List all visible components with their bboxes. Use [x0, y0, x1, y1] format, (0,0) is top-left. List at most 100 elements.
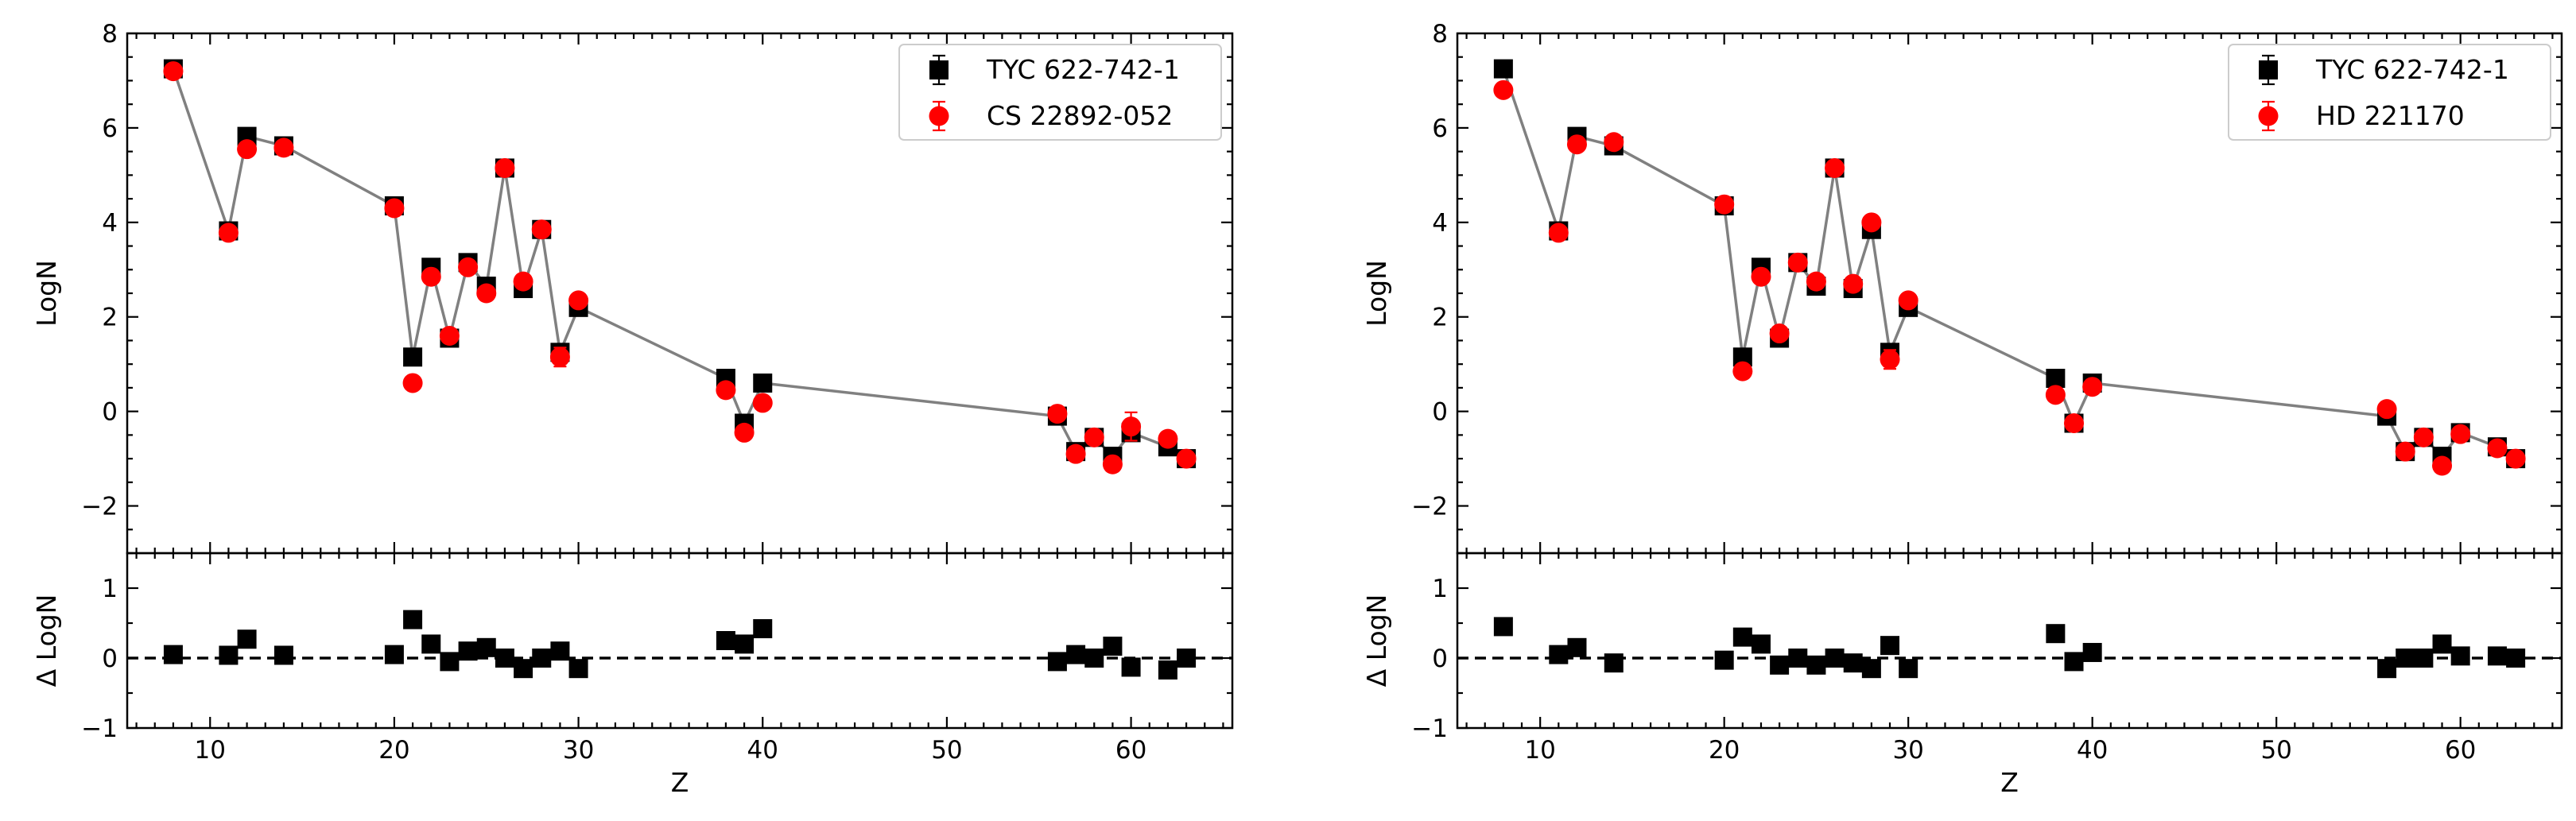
series-comparison — [163, 61, 1197, 474]
delta-point — [403, 610, 423, 629]
panel-left: 10 20 30 40 50 60 −2 0 2 4 6 8 −1 0 1 Z LogN Δ LogN TYC 62… — [31, 20, 1234, 798]
delta-point — [1899, 659, 1918, 679]
y-tick-label-bottom: 0 — [1432, 645, 1448, 673]
delta-point — [2450, 646, 2470, 666]
data-point-circle — [2376, 399, 2397, 420]
legend: TYC 622-742-1 HD 221170 — [2228, 44, 2551, 141]
delta-point — [2487, 646, 2507, 666]
data-point-circle — [1102, 454, 1123, 474]
x-tick-label: 10 — [1524, 736, 1555, 765]
delta-point — [440, 652, 460, 672]
series-comparison — [1493, 79, 2526, 476]
delta-point — [1177, 649, 1197, 668]
data-point-circle — [513, 271, 533, 292]
y-tick-label-top: 6 — [1432, 114, 1448, 143]
data-point-circle — [1732, 361, 1753, 381]
delta-point — [568, 659, 588, 679]
x-axis-label: Z — [2000, 767, 2019, 798]
x-tick-label: 60 — [1115, 736, 1146, 765]
y-tick-label-bottom: −1 — [81, 715, 118, 743]
delta-point — [1825, 649, 1845, 668]
legend-label: CS 22892-052 — [987, 100, 1173, 131]
data-point-circle — [458, 257, 479, 277]
delta-point — [1493, 617, 1513, 637]
data-point-circle — [2045, 385, 2066, 405]
y-tick-label-top: 2 — [1432, 304, 1448, 332]
delta-point — [1788, 649, 1808, 668]
delta-point — [716, 631, 735, 650]
data-point-circle — [495, 157, 515, 178]
x-axis-label: Z — [671, 767, 689, 798]
data-point-circle — [1787, 252, 1808, 273]
data-point-circle — [1121, 416, 1142, 437]
delta-point — [476, 637, 496, 657]
y-tick-label-top: 4 — [102, 209, 118, 238]
legend-box — [898, 44, 1222, 141]
delta-point — [1732, 627, 1752, 647]
delta-point — [1066, 645, 1086, 664]
legend-label: HD 221170 — [2316, 100, 2465, 131]
data-point-circle — [218, 223, 239, 243]
data-point-circle — [1065, 443, 1086, 464]
data-point-circle — [384, 198, 405, 219]
data-point-circle — [439, 326, 460, 347]
delta-point — [219, 645, 239, 665]
delta-point — [1549, 645, 1569, 664]
y-axis-label-top: LogN — [31, 260, 62, 327]
delta-point — [1843, 653, 1863, 673]
y-tick-label-top: −2 — [81, 493, 118, 521]
data-point-circle — [549, 347, 570, 367]
data-point-circle — [752, 393, 773, 413]
y-axis-label-top: LogN — [1361, 260, 1392, 327]
delta-point — [1103, 637, 1123, 656]
delta-point — [2396, 649, 2415, 668]
delta-point — [1770, 655, 1790, 675]
legend-marker-square — [2259, 60, 2278, 79]
delta-point — [1751, 634, 1771, 654]
delta-point — [1121, 657, 1141, 677]
panel-right: 10 20 30 40 50 60 −2 0 2 4 6 8 −1 0 1 Z LogN Δ LogN TYC 62… — [1361, 20, 2563, 798]
data-point-circle — [531, 219, 552, 240]
y-axis-label-bottom: Δ LogN — [31, 594, 62, 687]
delta-point — [1084, 649, 1104, 668]
x-tick-label: 20 — [378, 736, 409, 765]
data-point-square — [403, 347, 423, 367]
data-point-square — [753, 373, 773, 393]
delta-point — [2046, 624, 2066, 644]
x-tick-label: 40 — [747, 736, 778, 765]
data-point-circle — [2505, 448, 2526, 469]
delta-point — [735, 634, 755, 654]
data-point-circle — [1861, 212, 1882, 233]
legend-marker-square — [929, 60, 949, 79]
data-point-circle — [2487, 438, 2508, 459]
delta-point — [1861, 659, 1881, 679]
data-point-circle — [568, 290, 589, 311]
legend-marker-circle — [929, 106, 949, 126]
legend-label: TYC 622-742-1 — [986, 54, 1180, 85]
data-point-circle — [163, 61, 184, 82]
delta-point — [163, 645, 183, 664]
delta-point — [2506, 649, 2526, 668]
delta-point — [1806, 655, 1826, 675]
delta-point — [1714, 650, 1734, 670]
y-tick-label-top: 0 — [1432, 398, 1448, 427]
x-tick-label: 20 — [1709, 736, 1740, 765]
data-point-circle — [1751, 266, 1771, 287]
delta-point — [532, 649, 552, 668]
delta-point — [1047, 652, 1067, 672]
data-point-circle — [1604, 132, 1624, 153]
data-point-circle — [2450, 424, 2471, 444]
x-tick-label: 30 — [563, 736, 594, 765]
y-tick-label-top: 8 — [102, 20, 118, 48]
delta-point — [1880, 636, 1900, 656]
delta-point — [495, 649, 514, 668]
delta-point — [2414, 649, 2434, 668]
data-point-circle — [274, 137, 294, 158]
y-tick-label-bottom: 0 — [102, 645, 118, 673]
data-point-square — [1493, 59, 1513, 79]
x-tick-label: 40 — [2077, 736, 2108, 765]
data-point-circle — [402, 373, 423, 393]
bottom-axes-frame — [1456, 552, 2563, 730]
y-tick-label-top: 4 — [1432, 209, 1448, 238]
